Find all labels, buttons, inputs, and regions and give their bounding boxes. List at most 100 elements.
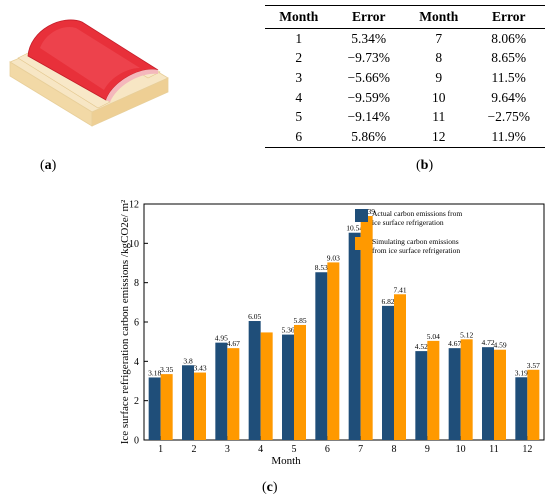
data-label: 4.72 <box>481 338 494 347</box>
table-cell-error: 8.06% <box>491 30 527 46</box>
table-cell-month: 8 <box>435 50 443 66</box>
data-label: 7.41 <box>393 285 406 294</box>
table-cell-month: 1 <box>295 30 303 46</box>
col-header-error: Error <box>332 5 405 29</box>
legend-swatch-simulated <box>355 237 368 250</box>
data-label: 9.03 <box>327 253 340 262</box>
bar-actual <box>148 377 161 440</box>
x-tick-label: 12 <box>522 444 532 455</box>
table-cell-error: 5.34% <box>351 30 387 46</box>
y-tick-label: 10 <box>129 239 139 250</box>
table-body: 1 5.34% 7 8.06% 2 −9.73% 8 8.65% 3 −5.66% 9 11.5% 4 −… <box>265 29 545 148</box>
data-label: 3.35 <box>160 365 173 374</box>
y-tick-label: 6 <box>134 318 139 329</box>
x-tick-label: 7 <box>358 444 363 455</box>
y-tick-label: 0 <box>134 436 139 447</box>
legend-swatch-actual <box>355 209 368 222</box>
table-cell-month: 9 <box>435 69 443 85</box>
data-label: 10.54 <box>346 224 363 233</box>
bar-simulated <box>260 332 273 440</box>
table-cell-month: 12 <box>404 126 473 148</box>
x-tick-label: 1 <box>158 444 163 455</box>
data-label: 6.82 <box>381 297 394 306</box>
y-tick-label: 12 <box>129 200 139 211</box>
x-tick-label: 6 <box>325 444 330 455</box>
x-tick-label: 2 <box>192 444 197 455</box>
legend-label: from ice surface refrigeration <box>372 246 460 255</box>
x-tick-label: 5 <box>292 444 297 455</box>
x-tick-label: 3 <box>225 444 230 455</box>
model-base-side <box>91 77 169 127</box>
table-cell-error: 5.86% <box>332 126 405 148</box>
panel-label-c: (c) <box>262 480 278 495</box>
data-label: 3.8 <box>183 356 193 365</box>
col-header-month-2: Month <box>404 5 473 29</box>
table-row: 4 −9.59% 10 9.64% <box>265 88 545 108</box>
bar-actual <box>315 272 328 440</box>
y-axis-label: Ice surface refrigeration carbon emissio… <box>119 199 131 444</box>
bar-actual <box>215 342 228 440</box>
table-cell-month: 11 <box>432 109 446 125</box>
y-tick-label: 2 <box>134 396 139 407</box>
bar-simulated <box>327 262 340 440</box>
data-label: 4.59 <box>493 341 506 350</box>
table-row: 2 −9.73% 8 8.65% <box>265 49 545 69</box>
bar-actual <box>348 232 361 440</box>
bar-simulated <box>194 372 206 440</box>
col-header-month: Month <box>265 5 333 29</box>
table-cell-month: 2 <box>295 50 303 66</box>
legend-label: ice surface refrigeration <box>372 218 444 227</box>
data-label: 5.85 <box>293 316 306 325</box>
bar-actual <box>415 351 428 440</box>
table-cell-month: 5 <box>295 109 303 125</box>
table-cell-month: 3 <box>295 69 303 85</box>
data-label: 3.19 <box>515 368 528 377</box>
table-row: 3 −5.66% 9 11.5% <box>265 68 545 88</box>
y-tick-label: 8 <box>134 278 139 289</box>
x-tick-label: 8 <box>392 444 397 455</box>
model-roof-highlight <box>40 26 140 90</box>
bar-actual <box>182 365 194 440</box>
x-axis-label: Month <box>271 455 301 467</box>
panel-label-b: (b) <box>416 158 434 173</box>
panel-label-a: (a) <box>40 158 57 173</box>
bar-actual <box>248 321 261 440</box>
bar-actual <box>382 305 394 440</box>
table-cell-error: 8.65% <box>491 50 527 66</box>
bar-actual <box>482 347 494 440</box>
data-label: 6.05 <box>248 312 261 321</box>
x-tick-label: 4 <box>258 444 263 455</box>
table-cell-month: 4 <box>295 89 303 105</box>
bar-actual <box>282 334 294 440</box>
data-label: 4.95 <box>215 334 228 343</box>
data-label: 5.36 <box>281 326 294 335</box>
table-row: 1 5.34% 7 8.06% <box>265 29 545 49</box>
x-tick-label: 11 <box>489 444 499 455</box>
bar-actual <box>448 348 461 440</box>
data-label: 8.53 <box>315 263 328 272</box>
table-cell-month: 7 <box>435 30 443 46</box>
table-cell-error: −2.75% <box>487 109 530 125</box>
table-cell-month: 10 <box>431 89 446 105</box>
table-cell-error: 9.64% <box>491 89 527 105</box>
bar-actual <box>515 377 528 440</box>
bar-simulated <box>227 348 240 440</box>
data-label: 3.18 <box>148 368 161 377</box>
bar-simulated <box>160 374 173 440</box>
bar-simulated <box>494 349 506 440</box>
table-row: 5 −9.14% 11 −2.75% <box>265 107 545 127</box>
bar-simulated <box>360 215 373 440</box>
table-cell-error: −9.73% <box>347 50 390 66</box>
table-cell-error: 11.5% <box>491 69 526 85</box>
bar-simulated <box>460 339 473 440</box>
y-tick-label: 4 <box>134 357 139 368</box>
table-cell-error: −9.14% <box>347 109 390 125</box>
data-label: 3.57 <box>527 361 540 370</box>
x-tick-label: 9 <box>425 444 430 455</box>
data-label: 4.67 <box>448 339 461 348</box>
table-cell-error: −5.66% <box>347 69 390 85</box>
data-label: 4.52 <box>415 342 428 351</box>
bar-simulated <box>294 324 306 440</box>
data-label: 5.12 <box>460 330 473 339</box>
table-cell-error: −9.59% <box>347 89 390 105</box>
